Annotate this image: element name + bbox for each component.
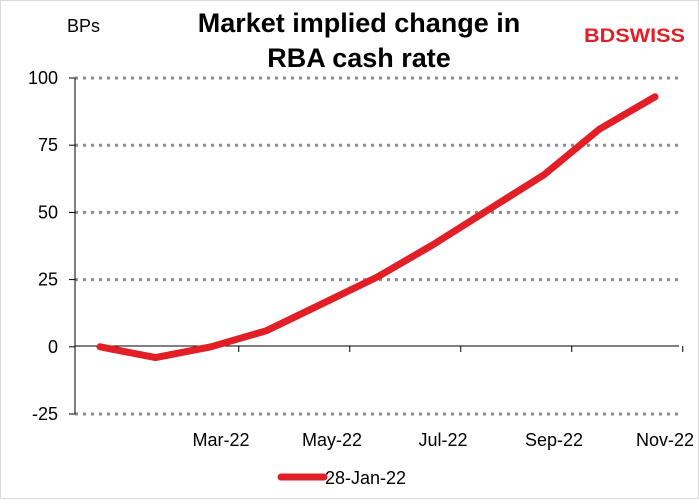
series-group: [100, 97, 655, 358]
y-tick-label: 50: [38, 202, 58, 222]
y-tick-labels: -25 0 25 50 75 100: [28, 68, 58, 424]
x-tick-label: Sep-22: [525, 430, 583, 450]
y-tick-label: 25: [38, 270, 58, 290]
logo-text: BDSWISS: [584, 26, 685, 47]
y-tick-label: -25: [32, 404, 58, 424]
x-tick-label: Nov-22: [636, 430, 694, 450]
y-axis-unit-label: BPs: [67, 16, 100, 36]
y-tick-label: 100: [28, 68, 58, 88]
x-tick-labels: Mar-22 May-22 Jul-22 Sep-22 Nov-22: [192, 430, 694, 450]
axes: [69, 78, 683, 414]
x-tick-label: May-22: [302, 430, 362, 450]
grid-lines: [75, 78, 679, 414]
y-tick-label: 75: [38, 135, 58, 155]
legend: 28-Jan-22: [281, 468, 406, 488]
y-tick-label: 0: [48, 337, 58, 357]
chart-title-line-2: RBA cash rate: [267, 43, 451, 73]
chart-title-line-1: Market implied change in: [198, 8, 521, 38]
bdswiss-logo: BDSWISS: [584, 26, 685, 47]
legend-label-28-jan-22: 28-Jan-22: [325, 468, 406, 488]
series-line-0: [100, 97, 655, 358]
x-tick-label: Mar-22: [192, 430, 249, 450]
x-tick-label: Jul-22: [418, 430, 467, 450]
